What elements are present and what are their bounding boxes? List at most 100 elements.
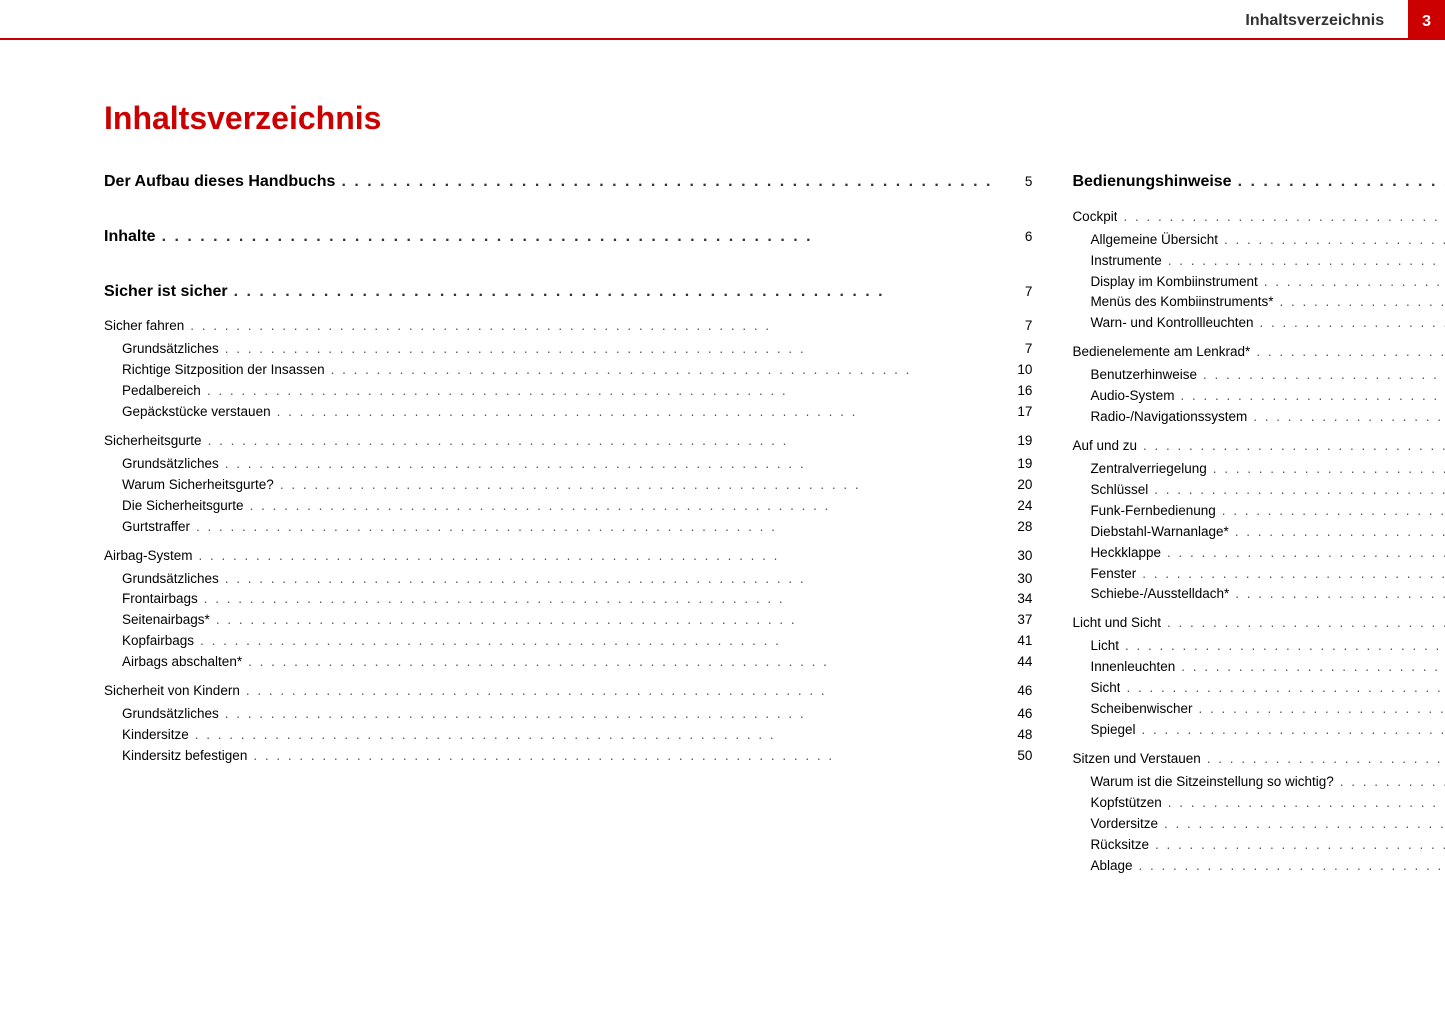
toc-entry: Sicherheit von Kindern46 — [104, 681, 1032, 702]
toc-dots — [219, 569, 999, 590]
toc-dots — [240, 681, 999, 702]
toc-entry: Die Sicherheitsgurte 24 — [104, 496, 1032, 517]
toc-label: Licht und Sicht — [1072, 613, 1161, 634]
toc-dots — [271, 402, 999, 423]
toc-dots — [1207, 459, 1445, 480]
toc-entry: Schiebe-/Ausstelldach*112 — [1072, 584, 1445, 605]
toc-dots — [194, 631, 998, 652]
toc-label: Kindersitze — [122, 725, 189, 746]
toc-label: Sicher fahren — [104, 316, 184, 337]
toc-dots — [219, 454, 999, 475]
toc-entry: Grundsätzliches46 — [104, 704, 1032, 725]
toc-label: Diebstahl-Warnanlage* — [1090, 522, 1228, 543]
toc-label: Warum Sicherheitsgurte? — [122, 475, 274, 496]
toc-dots — [335, 170, 998, 195]
toc-label: Benutzerhinweise — [1090, 365, 1197, 386]
toc-dots — [1149, 835, 1445, 856]
toc-entry: Innenleuchten124 — [1072, 657, 1445, 678]
toc-page: 20 — [998, 475, 1032, 496]
toc-dots — [242, 652, 998, 673]
toc-entry: Spiegel132 — [1072, 720, 1445, 741]
toc-page: 6 — [998, 227, 1032, 248]
toc-dots — [1218, 230, 1445, 251]
toc-label: Pedalbereich — [122, 381, 201, 402]
toc-dots — [1162, 251, 1445, 272]
toc-dots — [1254, 313, 1445, 334]
toc-label: Kopfstützen — [1090, 793, 1161, 814]
toc-label: Warn- und Kontrollleuchten — [1090, 313, 1253, 334]
toc-label: Innenleuchten — [1090, 657, 1175, 678]
toc-page: 34 — [998, 589, 1032, 610]
toc-entry: Kopfstützen136 — [1072, 793, 1445, 814]
toc-entry: Pedalbereich16 — [104, 381, 1032, 402]
toc-entry: Fenster109 — [1072, 564, 1445, 585]
page-header: Inhaltsverzeichnis 3 — [0, 0, 1445, 40]
toc-dots — [274, 475, 999, 496]
toc-label: Vordersitze — [1090, 814, 1158, 835]
toc-label: Zentralverriegelung — [1090, 459, 1206, 480]
toc-label: Warum ist die Sitzeinstellung so wichtig… — [1090, 772, 1333, 793]
toc-entry: Audio-System87 — [1072, 386, 1445, 407]
toc-label: Grundsätzliches — [122, 454, 219, 475]
toc-label: Airbag-System — [104, 546, 193, 567]
toc-page: 44 — [998, 652, 1032, 673]
toc-dots — [325, 360, 999, 381]
toc-page: 7 — [998, 316, 1032, 337]
toc-dots — [1120, 678, 1445, 699]
toc-dots — [202, 431, 999, 452]
toc-dots — [201, 381, 999, 402]
toc-entry: Heckklappe107 — [1072, 543, 1445, 564]
toc-dots — [1175, 657, 1445, 678]
toc-dots — [184, 316, 998, 337]
toc-label: Rücksitze — [1090, 835, 1149, 856]
toc-label: Seitenairbags* — [122, 610, 210, 631]
toc-container: Der Aufbau dieses Handbuchs5Inhalte6Sich… — [104, 170, 1395, 876]
toc-dots — [1137, 436, 1445, 457]
toc-entry: Bedienelemente am Lenkrad*86 — [1072, 342, 1445, 363]
toc-page: 41 — [998, 631, 1032, 652]
toc-page: 37 — [998, 610, 1032, 631]
toc-entry: Airbags abschalten*44 — [104, 652, 1032, 673]
toc-dots — [1117, 207, 1445, 228]
toc-label: Scheibenwischer — [1090, 699, 1192, 720]
toc-dots — [156, 225, 999, 250]
toc-dots — [1334, 772, 1445, 793]
toc-entry: Auf und zu95 — [1072, 436, 1445, 457]
toc-entry: Sicher fahren 7 — [104, 316, 1032, 337]
toc-page: 48 — [998, 725, 1032, 746]
toc-dots — [1229, 584, 1445, 605]
toc-dots — [1136, 564, 1445, 585]
toc-dots — [1161, 543, 1445, 564]
toc-entry: Diebstahl-Warnanlage*105 — [1072, 522, 1445, 543]
toc-dots — [1258, 272, 1445, 293]
toc-label: Sitzen und Verstauen — [1072, 749, 1200, 770]
toc-entry: Display im Kombiinstrument60 — [1072, 272, 1445, 293]
header-title: Inhaltsverzeichnis — [0, 0, 1408, 40]
toc-label: Licht — [1090, 636, 1119, 657]
toc-dots — [1119, 636, 1445, 657]
toc-page: 46 — [998, 704, 1032, 725]
toc-entry: Funk-Fernbedienung103 — [1072, 501, 1445, 522]
toc-label: Sicherheitsgurte — [104, 431, 202, 452]
toc-entry: Vordersitze138 — [1072, 814, 1445, 835]
toc-entry: Sicher ist sicher7 — [104, 280, 1032, 305]
toc-page: 19 — [998, 431, 1032, 452]
toc-entry: Schlüssel101 — [1072, 480, 1445, 501]
toc-entry: Kindersitz befestigen50 — [104, 746, 1032, 767]
toc-dots — [1216, 501, 1445, 522]
toc-entry: Grundsätzliches19 — [104, 454, 1032, 475]
toc-label: Funk-Fernbedienung — [1090, 501, 1215, 522]
toc-page: 28 — [998, 517, 1032, 538]
toc-entry: Kopfairbags41 — [104, 631, 1032, 652]
toc-page: 24 — [998, 496, 1032, 517]
toc-entry: Scheibenwischer127 — [1072, 699, 1445, 720]
toc-label: Heckklappe — [1090, 543, 1161, 564]
toc-entry: Zentralverriegelung95 — [1072, 459, 1445, 480]
toc-entry: Airbag-System30 — [104, 546, 1032, 567]
toc-label: Schiebe-/Ausstelldach* — [1090, 584, 1229, 605]
toc-label: Sicher ist sicher — [104, 280, 228, 305]
toc-page: 50 — [998, 746, 1032, 767]
toc-label: Die Sicherheitsgurte — [122, 496, 244, 517]
toc-entry: Sitzen und Verstauen135 — [1072, 749, 1445, 770]
toc-label: Sicherheit von Kindern — [104, 681, 240, 702]
